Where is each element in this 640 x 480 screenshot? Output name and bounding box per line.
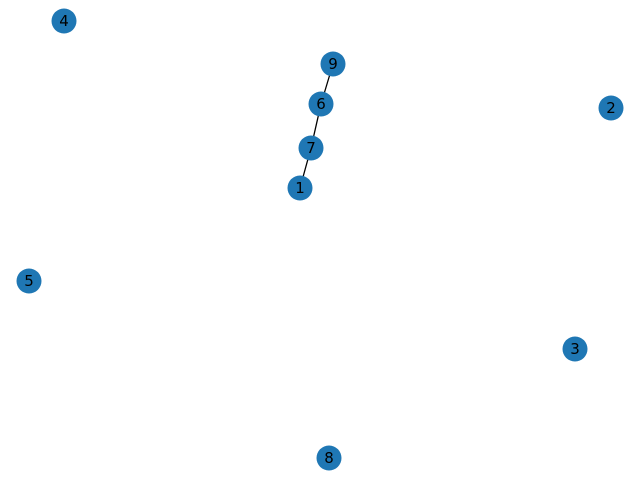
node-6: 6: [308, 91, 334, 117]
node-label-5: 5: [24, 272, 34, 290]
node-label-9: 9: [328, 55, 338, 73]
node-circle-9: [320, 51, 346, 77]
node-9: 9: [320, 51, 346, 77]
node-4: 4: [51, 8, 77, 34]
node-circle-8: [316, 445, 342, 471]
node-label-6: 6: [316, 95, 326, 113]
nodes-layer: 1 2 3 4 5 6 7 8 9: [16, 8, 624, 471]
node-label-8: 8: [324, 449, 334, 467]
node-circle-3: [562, 336, 588, 362]
edges-layer: [299, 63, 334, 189]
node-8: 8: [316, 445, 342, 471]
node-label-7: 7: [306, 139, 316, 157]
node-7: 7: [298, 135, 324, 161]
node-circle-1: [287, 175, 313, 201]
node-circle-6: [308, 91, 334, 117]
node-2: 2: [598, 95, 624, 121]
node-label-2: 2: [606, 99, 616, 117]
node-circle-4: [51, 8, 77, 34]
node-circle-2: [598, 95, 624, 121]
node-5: 5: [16, 268, 42, 294]
node-label-3: 3: [570, 340, 580, 358]
node-3: 3: [562, 336, 588, 362]
node-label-1: 1: [295, 179, 305, 197]
node-1: 1: [287, 175, 313, 201]
node-circle-5: [16, 268, 42, 294]
node-label-4: 4: [59, 12, 69, 30]
node-circle-7: [298, 135, 324, 161]
